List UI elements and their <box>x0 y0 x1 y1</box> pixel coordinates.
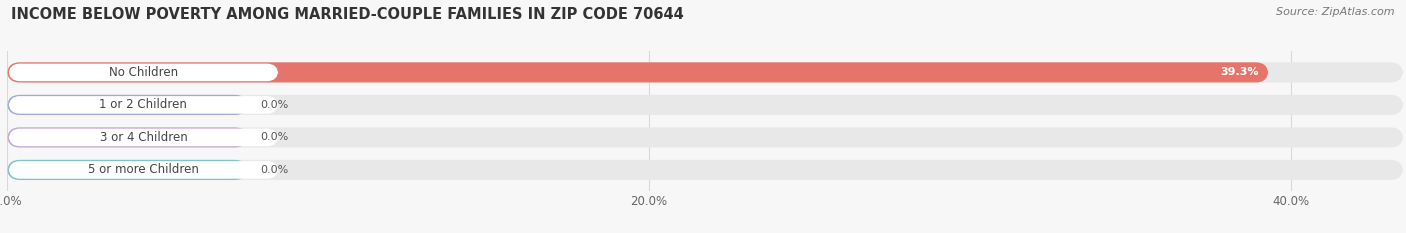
FancyBboxPatch shape <box>7 160 247 180</box>
FancyBboxPatch shape <box>8 64 278 81</box>
Text: 1 or 2 Children: 1 or 2 Children <box>100 98 187 111</box>
Text: 0.0%: 0.0% <box>260 165 288 175</box>
Text: 39.3%: 39.3% <box>1220 67 1258 77</box>
FancyBboxPatch shape <box>8 161 278 179</box>
FancyBboxPatch shape <box>7 127 247 147</box>
Text: 3 or 4 Children: 3 or 4 Children <box>100 131 187 144</box>
Text: 0.0%: 0.0% <box>260 132 288 142</box>
Text: 5 or more Children: 5 or more Children <box>89 163 198 176</box>
Text: 0.0%: 0.0% <box>260 100 288 110</box>
Text: No Children: No Children <box>108 66 179 79</box>
FancyBboxPatch shape <box>8 96 278 114</box>
FancyBboxPatch shape <box>7 160 1403 180</box>
Text: INCOME BELOW POVERTY AMONG MARRIED-COUPLE FAMILIES IN ZIP CODE 70644: INCOME BELOW POVERTY AMONG MARRIED-COUPL… <box>11 7 683 22</box>
FancyBboxPatch shape <box>7 62 1268 82</box>
FancyBboxPatch shape <box>7 95 1403 115</box>
FancyBboxPatch shape <box>7 127 1403 147</box>
FancyBboxPatch shape <box>7 62 1403 82</box>
FancyBboxPatch shape <box>8 129 278 146</box>
FancyBboxPatch shape <box>7 95 247 115</box>
Text: Source: ZipAtlas.com: Source: ZipAtlas.com <box>1277 7 1395 17</box>
